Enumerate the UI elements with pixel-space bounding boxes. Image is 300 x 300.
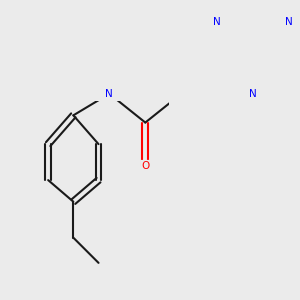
Text: N: N [106,89,113,99]
Text: N: N [213,17,221,27]
Text: O: O [141,161,149,171]
Text: N: N [285,17,293,27]
Text: N: N [249,89,257,99]
